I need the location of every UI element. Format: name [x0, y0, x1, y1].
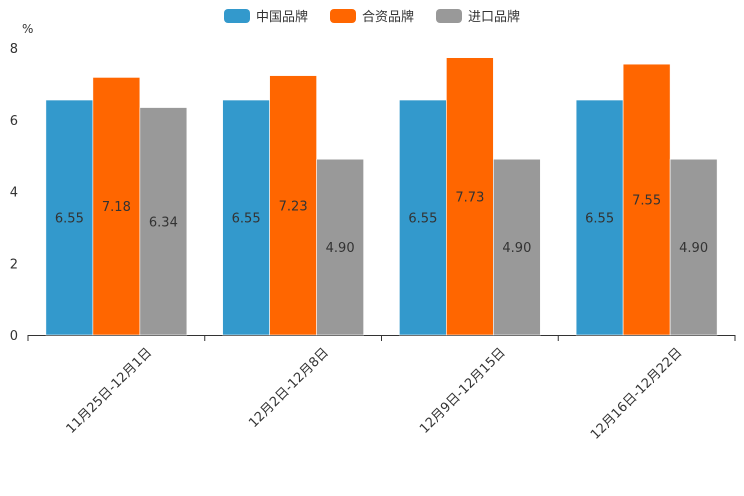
data-label-0-2: 6.55: [408, 212, 437, 227]
y-tick-label-4: 4: [10, 186, 18, 201]
data-label-1-0: 7.18: [102, 200, 131, 215]
legend-item-china-brand[interactable]: 中国品牌: [223, 6, 308, 25]
data-label-1-2: 7.73: [455, 190, 484, 205]
data-label-0-1: 6.55: [232, 212, 261, 227]
data-label-2-3: 4.90: [679, 241, 708, 256]
legend-item-joint-venture-brand[interactable]: 合资品牌: [329, 6, 414, 25]
x-tick-label-3: 12月16日-12月22日: [588, 345, 685, 442]
bar-0-1: [222, 99, 270, 336]
data-label-2-0: 6.34: [149, 215, 178, 230]
y-tick-label-2: 2: [10, 257, 18, 272]
legend: 中国品牌 合资品牌 进口品牌: [0, 6, 744, 25]
data-label-1-1: 7.23: [279, 199, 308, 214]
bar-1-2: [446, 57, 494, 336]
legend-item-imported-brand[interactable]: 进口品牌: [436, 6, 520, 25]
y-axis-unit-label: %: [22, 22, 33, 36]
data-label-2-2: 4.90: [502, 241, 531, 256]
x-tick-label-0: 11月25日-12月1日: [64, 345, 156, 437]
x-tick-label-2: 12月9日-12月15日: [417, 345, 509, 437]
data-label-0-0: 6.55: [55, 212, 84, 227]
y-tick-label-8: 8: [10, 42, 18, 57]
bar-2-1: [316, 158, 364, 336]
data-label-1-3: 7.55: [632, 194, 661, 209]
legend-label-joint-venture-brand: 合资品牌: [361, 10, 414, 25]
data-label-2-1: 4.90: [326, 241, 355, 256]
y-tick-label-0: 0: [10, 329, 18, 344]
bar-0-0: [45, 99, 94, 336]
legend-swatch-joint-venture-brand: [329, 8, 356, 23]
legend-swatch-china-brand: [223, 8, 250, 23]
bar-0-2: [399, 99, 447, 336]
legend-label-imported-brand: 进口品牌: [468, 10, 521, 25]
x-tick-label-1: 12月2日-12月8日: [246, 345, 332, 431]
y-tick-label-6: 6: [10, 114, 18, 129]
legend-swatch-imported-brand: [436, 8, 462, 23]
bar-2-0: [139, 107, 188, 336]
bar-1-3: [622, 63, 671, 336]
data-label-0-3: 6.55: [585, 212, 614, 227]
bar-0-3: [575, 99, 624, 336]
bar-2-3: [669, 158, 718, 336]
legend-label-china-brand: 中国品牌: [255, 10, 308, 25]
bar-1-0: [92, 77, 141, 336]
bar-1-1: [269, 75, 317, 336]
bar-2-2: [493, 158, 541, 336]
